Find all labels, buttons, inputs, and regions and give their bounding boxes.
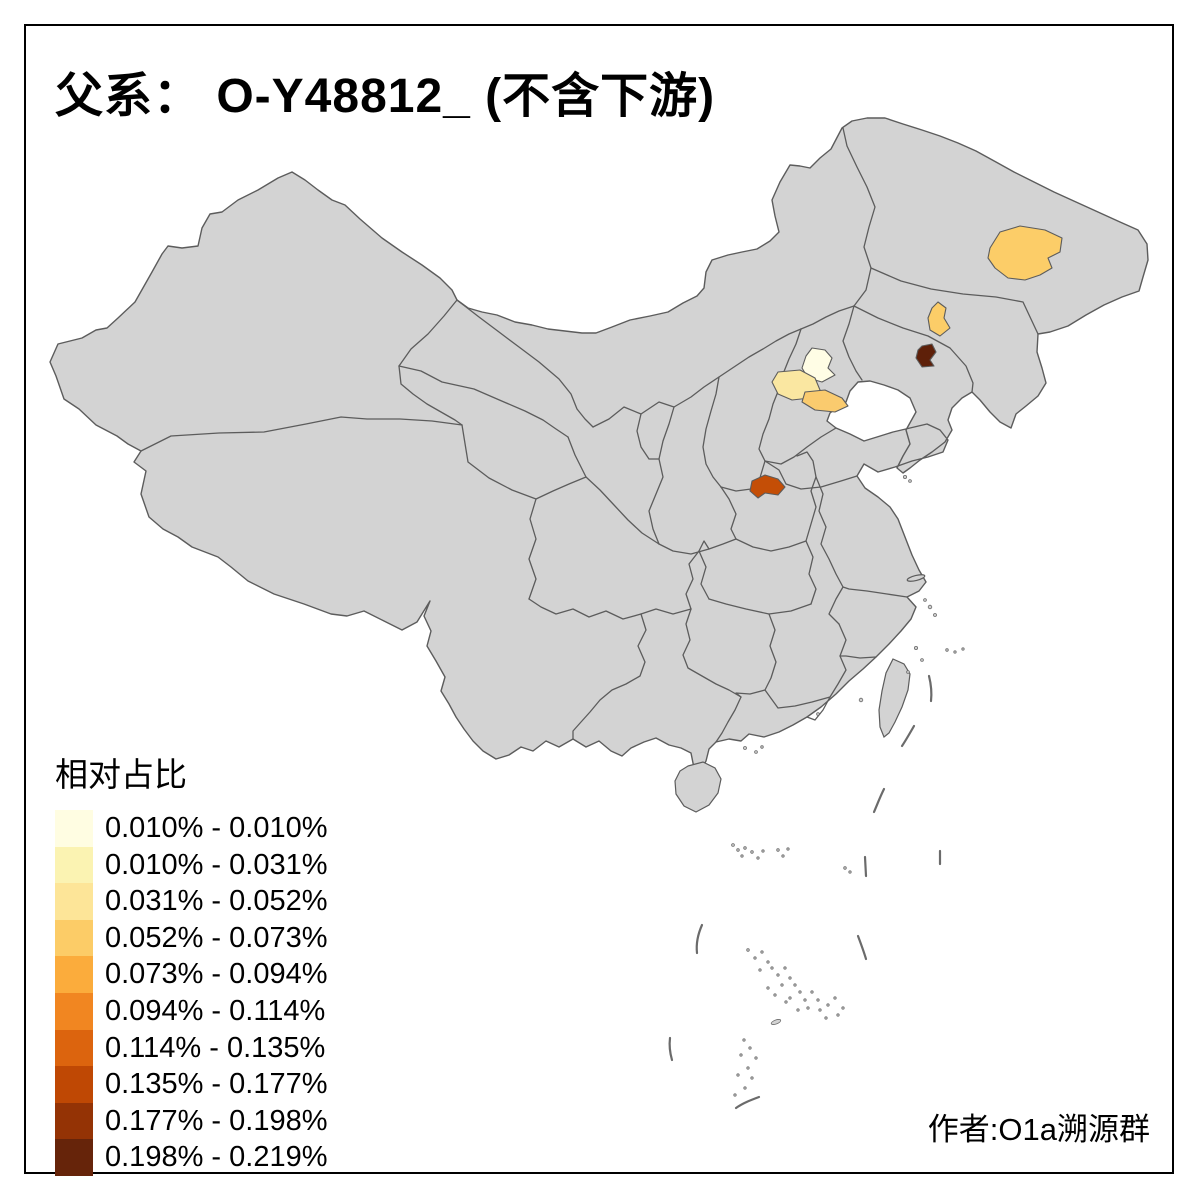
legend-label: 0.135% - 0.177%: [105, 1068, 328, 1101]
legend-row: 0.135% - 0.177%: [55, 1066, 327, 1103]
choropleth-region: [927, 301, 951, 337]
legend-swatch: [55, 1139, 93, 1176]
legend-label: 0.177% - 0.198%: [105, 1104, 328, 1137]
legend-row: 0.177% - 0.198%: [55, 1102, 328, 1140]
choropleth-region: [915, 343, 937, 368]
legend-label: 0.198% - 0.219%: [105, 1141, 328, 1174]
islets: [731, 474, 965, 1097]
mainland-landmass: [49, 117, 1149, 771]
legend: 相对占比 0.010% - 0.010% 0.010% - 0.031% 0.0…: [55, 748, 327, 1176]
sea-boundary-dashes: [668, 674, 942, 1110]
highlighted-regions: [749, 225, 1063, 499]
taiwan-island: [878, 658, 911, 738]
legend-row: 0.198% - 0.219%: [55, 1139, 327, 1176]
legend-swatch: [55, 992, 93, 1030]
legend-row: 0.010% - 0.010%: [55, 810, 327, 847]
legend-label: 0.094% - 0.114%: [105, 994, 326, 1027]
legend-swatch: [55, 1029, 93, 1067]
legend-title: 相对占比: [55, 756, 187, 793]
legend-row: 0.114% - 0.135%: [55, 1029, 327, 1067]
legend-swatch: [55, 1102, 93, 1140]
choropleth-region: [987, 225, 1063, 281]
legend-swatch: [55, 1066, 93, 1103]
legend-row: 0.052% - 0.073%: [55, 919, 328, 957]
legend-row: 0.031% - 0.052%: [55, 883, 327, 920]
hainan-island: [674, 761, 722, 813]
legend-swatch: [55, 883, 93, 920]
legend-label: 0.073% - 0.094%: [105, 958, 328, 991]
legend-label: 0.010% - 0.031%: [105, 848, 328, 881]
legend-label: 0.010% - 0.010%: [105, 812, 328, 844]
legend-swatch: [55, 810, 93, 847]
legend-row: 0.094% - 0.114%: [55, 992, 327, 1030]
islands: [674, 574, 926, 813]
legend-label: 0.114% - 0.135%: [105, 1031, 326, 1064]
legend-swatch: [55, 846, 93, 884]
legend-swatch: [55, 919, 93, 957]
legend-row: 0.073% - 0.094%: [55, 956, 327, 993]
legend-swatch: [55, 956, 93, 993]
legend-row: 0.010% - 0.031%: [55, 846, 328, 884]
choropleth-region: [801, 389, 849, 413]
legend-label: 0.052% - 0.073%: [105, 921, 328, 954]
choropleth-region: [749, 474, 786, 499]
choropleth-region: [801, 347, 836, 383]
plot-frame: [24, 24, 1174, 1174]
attribution-text: 作者:O1a溯源群: [927, 1112, 1150, 1147]
page-title: 父系： O-Y48812_ (不含下游): [55, 70, 716, 123]
province-borders: [140, 127, 1039, 743]
legend-label: 0.031% - 0.052%: [105, 885, 328, 918]
